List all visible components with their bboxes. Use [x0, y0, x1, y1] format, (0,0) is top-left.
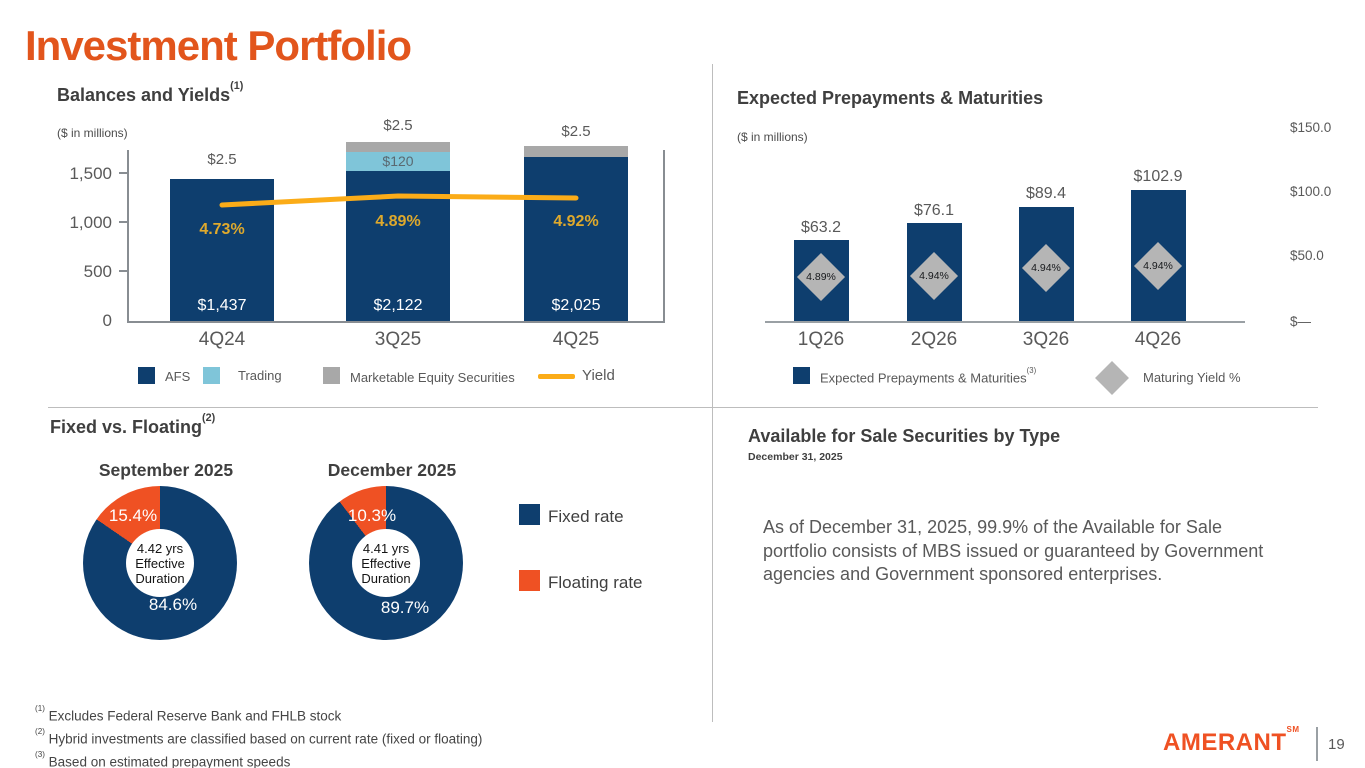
footnote-ref-3: (3) [1026, 366, 1037, 376]
bar-top-label-4q25: $2.5 [561, 123, 591, 140]
y2-tick-label: $150.0 [1290, 120, 1332, 135]
donut-fixed-label-december: 89.7% [380, 598, 430, 617]
x-label-4q24: 4Q24 [198, 329, 246, 350]
balances-units: ($ in millions) [57, 126, 128, 140]
legend-line-yield [538, 374, 575, 379]
y2-tick-label: $— [1290, 314, 1312, 329]
horizontal-divider [48, 407, 1318, 408]
service-mark: SM [1286, 725, 1300, 735]
y-tick-label: 0 [102, 311, 112, 330]
bar-top-label-3q25: $2.5 [383, 117, 413, 134]
legend-label-mes: Marketable Equity Securities [350, 370, 515, 385]
legend-label-afs: AFS [165, 369, 191, 384]
donut-title-december: December 2025 [327, 460, 457, 480]
y-tick-label: 1,000 [69, 213, 112, 232]
y-tick-mark [119, 221, 127, 223]
bar-trading-label-3q25: $120 [382, 153, 414, 169]
footnote-2: (2) Hybrid investments are classified ba… [35, 726, 483, 747]
bar-mes-4q25 [524, 146, 628, 157]
bar-afs-4q25 [524, 157, 628, 321]
right-frame-line [663, 150, 665, 323]
prepayments-heading: Expected Prepayments & Maturities [737, 88, 1044, 108]
donut-december-2025: 4.41 yrs Effective Duration [309, 486, 463, 640]
x-label-2q26: 2Q26 [910, 329, 958, 350]
vertical-divider [712, 64, 713, 722]
y-tick-label: 500 [83, 262, 112, 281]
yield-label-4q25: 4.92% [553, 213, 599, 230]
legend-label-prepayments: Expected Prepayments & Maturities(3) [820, 366, 1037, 386]
y-tick-mark [119, 270, 127, 272]
footnote-ref-1: (1) [230, 79, 244, 92]
yield-label-3q25: 4.89% [375, 213, 421, 230]
legend-swatch-prepayments [793, 367, 810, 384]
bar-value-2q26: $76.1 [913, 202, 955, 219]
afs-body-text: As of December 31, 2025, 99.9% of the Av… [763, 517, 1264, 584]
legend-label-trading: Trading [238, 368, 282, 383]
x-label-4q25: 4Q25 [552, 329, 600, 350]
legend-diamond-maturing-yield [1095, 361, 1129, 395]
yield-label-4q24: 4.73% [199, 221, 245, 238]
footnote-ref-2: (2) [202, 411, 216, 424]
x-label-4q26: 4Q26 [1134, 329, 1182, 350]
y-tick-label: 1,500 [69, 164, 112, 183]
fixed-floating-heading: Fixed vs. Floating(2) [50, 411, 216, 437]
footer-divider [1316, 727, 1318, 761]
bar-mes-3q25 [346, 142, 450, 152]
x-label-3q26: 3Q26 [1022, 329, 1070, 350]
donut-title-september: September 2025 [98, 460, 234, 480]
legend-label-maturing-yield: Maturing Yield % [1143, 370, 1241, 385]
donut-floating-label-december: 10.3% [347, 506, 397, 525]
y-axis-line [127, 150, 129, 323]
legend-swatch-floating-rate [519, 570, 540, 591]
bar-value-afs-4q25: $2,025 [551, 297, 601, 314]
bar-value-afs-3q25: $2,122 [373, 297, 423, 314]
footnote-3: (3) Based on estimated prepayment speeds [35, 749, 291, 768]
bar-value-4q26: $102.9 [1133, 168, 1183, 185]
x2-axis-line [765, 321, 1245, 323]
prepayments-units: ($ in millions) [737, 130, 808, 144]
donut-floating-label-september: 15.4% [108, 506, 158, 525]
amerant-logo: AMERANTSM [1163, 725, 1300, 756]
bar-value-1q26: $63.2 [800, 219, 842, 236]
y2-tick-label: $100.0 [1290, 184, 1332, 199]
legend-label-floating-rate: Floating rate [548, 573, 643, 592]
x-label-3q25: 3Q25 [374, 329, 422, 350]
donut-september-2025: 4.42 yrs Effective Duration [83, 486, 237, 640]
footnote-1: (1) Excludes Federal Reserve Bank and FH… [35, 703, 342, 724]
bar-value-afs-4q24: $1,437 [197, 297, 247, 314]
donut-center-september: 4.42 yrs Effective Duration [126, 529, 194, 597]
bar-trading-3q25 [346, 152, 450, 171]
legend-swatch-trading [203, 367, 220, 384]
bar-value-3q26: $89.4 [1025, 185, 1067, 202]
yield-line [219, 193, 579, 208]
legend-swatch-mes [323, 367, 340, 384]
afs-heading: Available for Sale Securities by Type [748, 426, 1061, 446]
y2-tick-label: $50.0 [1290, 248, 1324, 263]
legend-swatch-afs [138, 367, 155, 384]
legend-swatch-fixed-rate [519, 504, 540, 525]
x-label-1q26: 1Q26 [797, 329, 845, 350]
bar-top-label-4q24: $2.5 [207, 151, 237, 168]
balances-heading: Balances and Yields(1) [57, 79, 244, 105]
footnotes: (1) Excludes Federal Reserve Bank and FH… [35, 703, 482, 768]
y-tick-mark [119, 172, 127, 174]
afs-date: December 31, 2025 [748, 451, 843, 463]
legend-label-fixed-rate: Fixed rate [548, 507, 624, 526]
donut-center-december: 4.41 yrs Effective Duration [352, 529, 420, 597]
x-axis-line [127, 321, 665, 323]
page-title: Investment Portfolio [25, 22, 412, 69]
legend-label-yield: Yield [582, 367, 615, 384]
page-number: 19 [1328, 736, 1345, 753]
donut-fixed-label-september: 84.6% [148, 595, 198, 614]
